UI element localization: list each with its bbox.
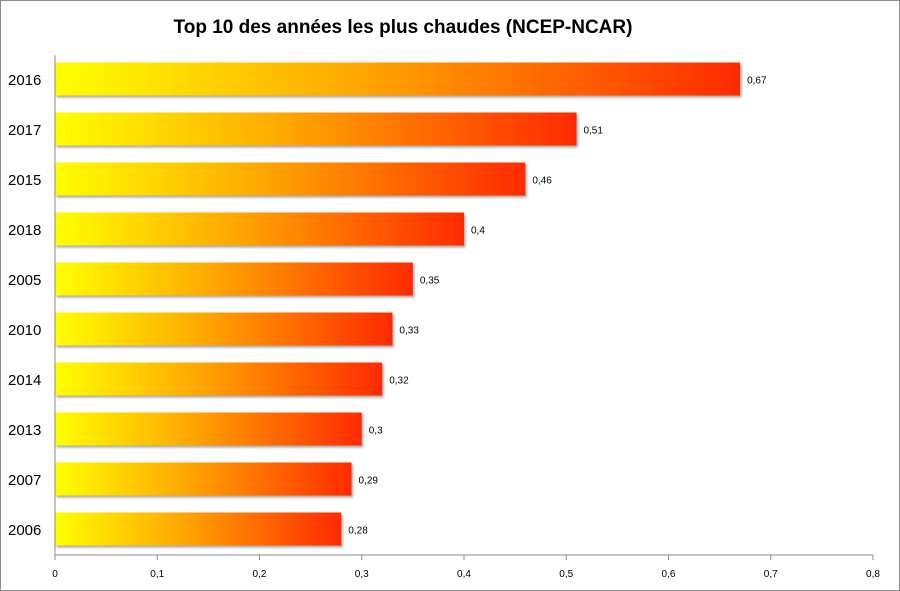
x-tick-label: 0,3 xyxy=(355,569,369,580)
category-label-2010: 2010 xyxy=(8,322,41,339)
bar-2018 xyxy=(55,212,464,246)
data-label-2017: 0,51 xyxy=(583,126,603,137)
bars-layer xyxy=(55,62,741,546)
category-label-2017: 2017 xyxy=(8,122,41,139)
category-label-2015: 2015 xyxy=(8,172,41,189)
bar-2010 xyxy=(55,312,393,346)
category-label-2016: 2016 xyxy=(8,72,41,89)
bar-2017 xyxy=(55,112,577,146)
x-tick-label: 0,4 xyxy=(457,569,471,580)
x-tick-label: 0,1 xyxy=(150,569,164,580)
category-label-2007: 2007 xyxy=(8,472,41,489)
x-tick-label: 0,2 xyxy=(253,569,267,580)
data-label-2005: 0,35 xyxy=(420,276,440,287)
data-label-2018: 0,4 xyxy=(471,226,485,237)
bar-2013 xyxy=(55,412,362,446)
chart-title: Top 10 des années les plus chaudes (NCEP… xyxy=(173,17,633,38)
data-label-2010: 0,33 xyxy=(399,326,419,337)
bar-2006 xyxy=(55,512,342,546)
data-label-2007: 0,29 xyxy=(359,476,379,487)
data-label-2014: 0,32 xyxy=(389,376,409,387)
category-label-2018: 2018 xyxy=(8,222,41,239)
x-tick-label: 0,6 xyxy=(662,569,676,580)
category-labels: 2016 2017 2015 2018 2005 2010 2014 2013 2007 2006 xyxy=(8,72,41,539)
bar-2016 xyxy=(55,62,741,96)
bar-2014 xyxy=(55,362,383,396)
category-label-2014: 2014 xyxy=(8,372,41,389)
data-label-2013: 0,3 xyxy=(369,426,383,437)
data-labels: 0,67 0,51 0,46 0,4 0,35 0,33 0,32 0,3 0,29 0,28 xyxy=(348,76,767,537)
x-tick-label: 0,5 xyxy=(559,569,573,580)
category-label-2005: 2005 xyxy=(8,272,41,289)
category-label-2006: 2006 xyxy=(8,522,41,539)
category-label-2013: 2013 xyxy=(8,422,41,439)
data-label-2006: 0,28 xyxy=(348,526,368,537)
x-tick-label: 0 xyxy=(52,569,58,580)
bar-2005 xyxy=(55,262,413,296)
data-label-2016: 0,67 xyxy=(747,76,767,87)
data-label-2015: 0,46 xyxy=(532,176,552,187)
x-tick-label: 0,7 xyxy=(764,569,778,580)
bar-2015 xyxy=(55,162,526,196)
x-tick-label: 0,8 xyxy=(866,569,880,580)
x-axis: 0 0,1 0,2 0,3 0,4 0,5 0,6 0,7 0,8 xyxy=(52,55,880,580)
bar-2007 xyxy=(55,462,352,496)
